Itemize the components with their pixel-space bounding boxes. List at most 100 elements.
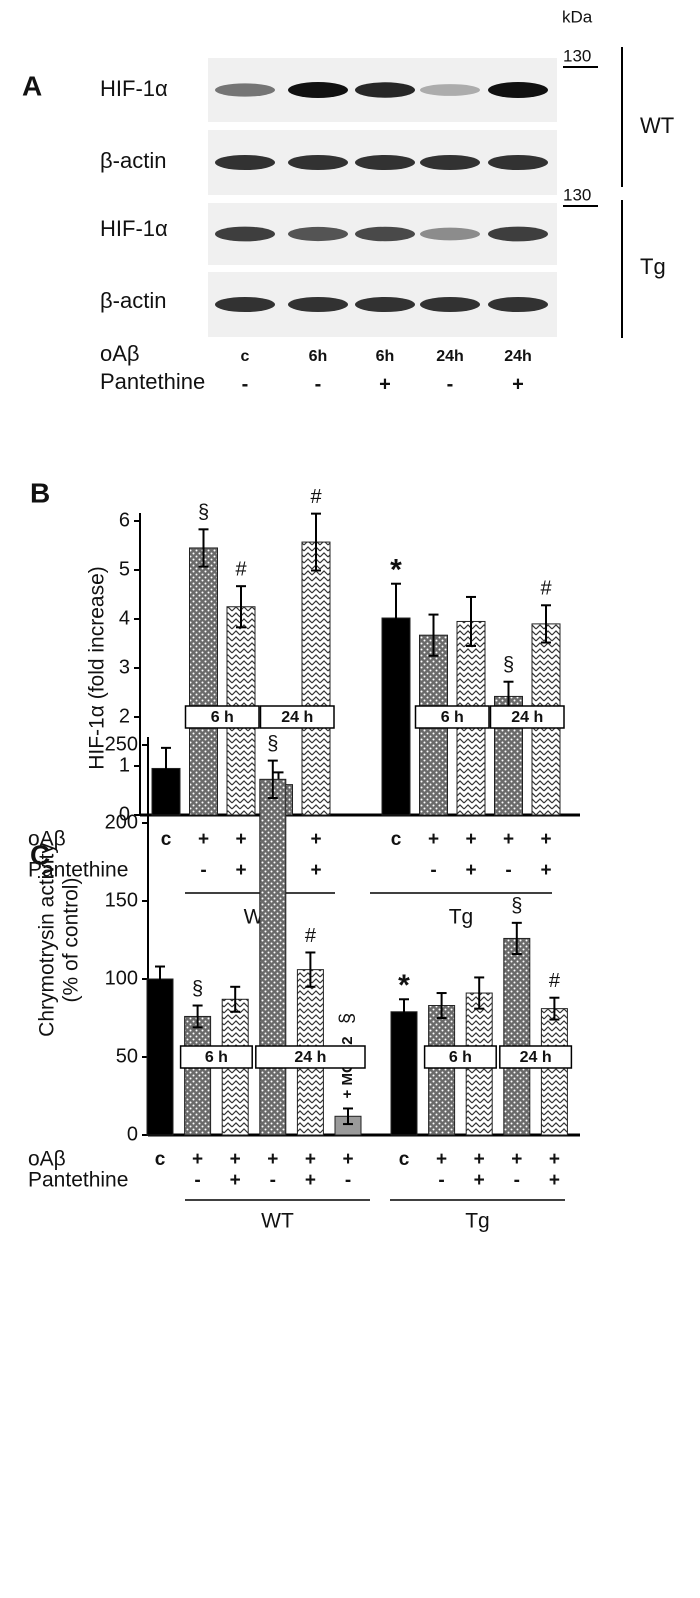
blot-band — [215, 296, 275, 313]
lane-label: 6h — [309, 348, 328, 365]
group-label: WT — [640, 113, 674, 138]
x-tick-label: + — [235, 829, 246, 850]
time-box-label: 24 h — [511, 709, 543, 726]
lane-label: c — [241, 348, 250, 365]
time-box-label: 24 h — [281, 709, 313, 726]
time-box-label: 6 h — [449, 1049, 472, 1066]
x-tick-label: + — [511, 1149, 522, 1170]
x-tick-label: - — [514, 1170, 520, 1191]
lane-sign: - — [447, 373, 454, 395]
blot-band — [215, 154, 275, 171]
row-label: Pantethine — [28, 859, 128, 882]
significance-marker: § — [198, 502, 209, 524]
lane-sign: + — [379, 373, 391, 395]
panel-label: B — [30, 477, 50, 508]
bar — [503, 937, 531, 1136]
significance-marker: § — [503, 654, 514, 676]
significance-marker: # — [549, 970, 561, 992]
y-tick-label: 150 — [105, 889, 138, 911]
blot-band — [488, 296, 548, 313]
x-tick-label: + — [540, 829, 551, 850]
blot-band — [420, 84, 480, 96]
panel-label: C — [30, 839, 50, 870]
blot-band — [488, 82, 548, 98]
x-tick-label: + — [474, 1170, 485, 1191]
row-label: oAβ — [28, 828, 66, 851]
y-axis-label: Chrymotrysin activity — [36, 843, 59, 1037]
blot-band — [215, 83, 275, 97]
lane-label: 24h — [504, 348, 532, 365]
blot-row-label: HIF-1α — [100, 76, 168, 101]
blot-band — [420, 154, 480, 171]
group-label: WT — [261, 1210, 294, 1233]
blot-band — [355, 226, 415, 242]
marker-size: 130 — [563, 185, 591, 204]
x-tick-label: - — [270, 1170, 276, 1191]
blot-band — [488, 154, 548, 171]
significance-marker: § — [192, 978, 203, 1000]
x-tick-label: + — [192, 1149, 203, 1170]
group-label: Tg — [449, 906, 474, 929]
x-tick-label: + — [428, 829, 439, 850]
significance-marker: § — [336, 1013, 358, 1024]
bar — [540, 1008, 568, 1136]
x-tick-label: + — [305, 1149, 316, 1170]
x-tick-label: + — [549, 1170, 560, 1191]
x-tick-label: + — [342, 1149, 353, 1170]
group-label: Tg — [465, 1210, 490, 1233]
time-box-label: 24 h — [520, 1049, 552, 1066]
significance-marker: * — [398, 969, 410, 1002]
x-tick-label: + — [465, 829, 476, 850]
y-axis-label: HIF-1α (fold increase) — [86, 566, 109, 770]
blot-band — [420, 296, 480, 313]
time-box — [259, 705, 335, 729]
x-tick-label: + — [474, 1149, 485, 1170]
x-tick-label: + — [549, 1149, 560, 1170]
y-tick-label: 100 — [105, 967, 138, 989]
y-tick-label: 4 — [119, 607, 130, 629]
blot-band — [420, 227, 480, 241]
y-tick-label: 50 — [116, 1045, 138, 1067]
blot-row-label: HIF-1α — [100, 216, 168, 241]
bar — [390, 1011, 418, 1136]
x-tick-label: + — [235, 860, 246, 881]
y-tick-label: 3 — [119, 656, 130, 678]
marker-size: 130 — [563, 46, 591, 65]
y-tick-label: 0 — [127, 1123, 138, 1145]
x-tick-label: - — [200, 860, 206, 881]
bar — [189, 547, 218, 816]
blot-band — [355, 296, 415, 313]
time-box — [414, 705, 490, 729]
x-tick-label: + — [310, 860, 321, 881]
x-tick-label: - — [194, 1170, 200, 1191]
y-tick-label: 1 — [119, 754, 130, 776]
blot-band — [288, 226, 348, 242]
x-tick-label: + — [305, 1170, 316, 1191]
significance-marker: § — [511, 895, 522, 917]
time-box — [184, 705, 260, 729]
blot-band — [355, 82, 415, 98]
x-tick-label: + — [267, 1149, 278, 1170]
y-tick-label: 200 — [105, 811, 138, 833]
x-tick-label: + — [503, 829, 514, 850]
lane-label: 24h — [436, 348, 464, 365]
bar — [259, 778, 287, 1136]
lane-sign: - — [242, 373, 249, 395]
significance-marker: # — [540, 578, 552, 600]
significance-marker: § — [267, 733, 278, 755]
y-axis-label: (% of control) — [60, 878, 83, 1003]
x-tick-label: + — [310, 829, 321, 850]
y-tick-label: 250 — [105, 733, 138, 755]
blot-band — [288, 154, 348, 171]
bar — [428, 1005, 456, 1136]
bar — [146, 978, 174, 1136]
x-tick-label: c — [399, 1149, 410, 1170]
y-tick-label: 2 — [119, 705, 130, 727]
y-tick-label: 5 — [119, 558, 130, 580]
row-label: oAβ — [100, 341, 140, 366]
kda-label: kDa — [562, 7, 593, 26]
x-tick-label: - — [438, 1170, 444, 1191]
x-tick-label: - — [505, 860, 511, 881]
x-tick-label: + — [436, 1149, 447, 1170]
